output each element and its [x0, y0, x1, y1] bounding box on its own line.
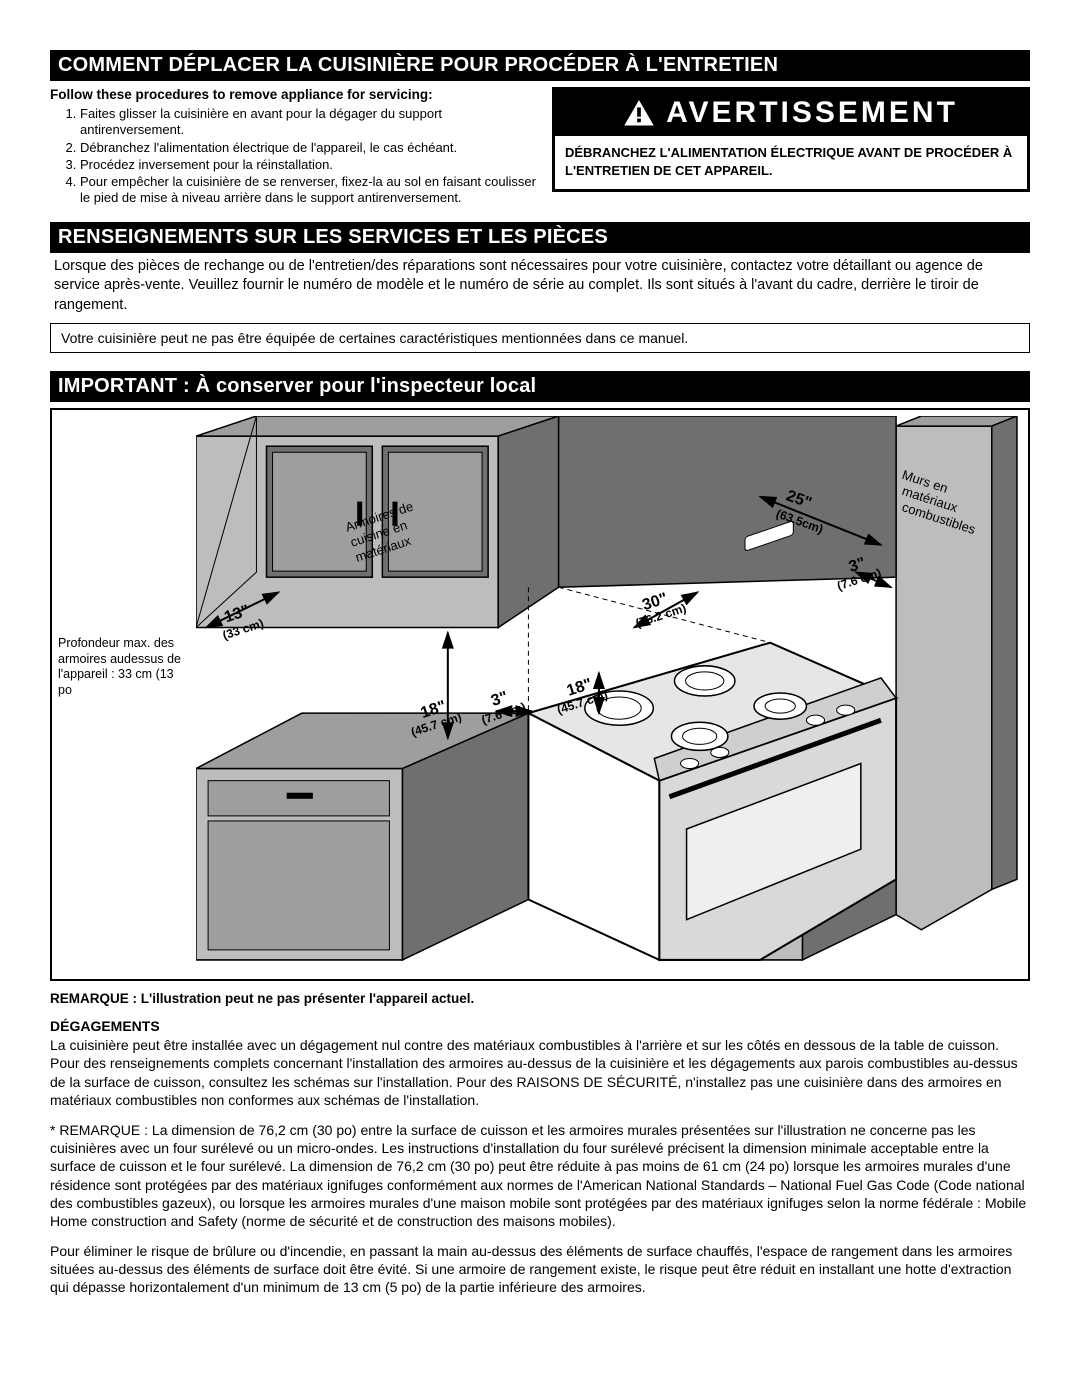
- clearance-diagram: 13" (33 cm) Armoires de cuisine en matér…: [196, 416, 1022, 973]
- illustration-remark: REMARQUE : L'illustration peut ne pas pr…: [50, 991, 1030, 1006]
- move-intro: Follow these procedures to remove applia…: [50, 87, 540, 102]
- service-body: Lorsque des pièces de rechange ou de l'e…: [50, 253, 1030, 322]
- move-step: Débranchez l'alimentation électrique de …: [80, 140, 540, 156]
- move-steps-list: Faites glisser la cuisinière en avant po…: [50, 106, 540, 207]
- degagements-title: DÉGAGEMENTS: [50, 1018, 1030, 1034]
- warning-box: AVERTISSEMENT DÉBRANCHEZ L'ALIMENTATION …: [552, 87, 1030, 192]
- degagements-p2: * REMARQUE : La dimension de 76,2 cm (30…: [50, 1121, 1030, 1230]
- warning-title-bar: AVERTISSEMENT: [555, 90, 1027, 136]
- section-move-header: COMMENT DÉPLACER LA CUISINIÈRE POUR PROC…: [50, 50, 1030, 81]
- warning-title-text: AVERTISSEMENT: [666, 96, 958, 130]
- degagements-p3: Pour éliminer le risque de brûlure ou d'…: [50, 1242, 1030, 1297]
- degagements-p1: La cuisinière peut être installée avec u…: [50, 1036, 1030, 1109]
- warning-triangle-icon: [624, 100, 654, 126]
- move-step: Faites glisser la cuisinière en avant po…: [80, 106, 540, 139]
- diagram-wrapper: Profondeur max. des armoires audessus de…: [50, 408, 1030, 981]
- move-row: Follow these procedures to remove applia…: [50, 87, 1030, 208]
- diagram-side-text: Profondeur max. des armoires audessus de…: [58, 416, 188, 973]
- service-note-box: Votre cuisinière peut ne pas être équipé…: [50, 323, 1030, 353]
- section-service-header: RENSEIGNEMENTS SUR LES SERVICES ET LES P…: [50, 222, 1030, 253]
- warning-body: DÉBRANCHEZ L'ALIMENTATION ÉLECTRIQUE AVA…: [555, 136, 1027, 189]
- move-step: Pour empêcher la cuisinière de se renver…: [80, 174, 540, 207]
- move-step: Procédez inversement pour la réinstallat…: [80, 157, 540, 173]
- move-left: Follow these procedures to remove applia…: [50, 87, 540, 208]
- section-important-header: IMPORTANT : À conserver pour l'inspecteu…: [50, 371, 1030, 402]
- move-right: AVERTISSEMENT DÉBRANCHEZ L'ALIMENTATION …: [552, 87, 1030, 208]
